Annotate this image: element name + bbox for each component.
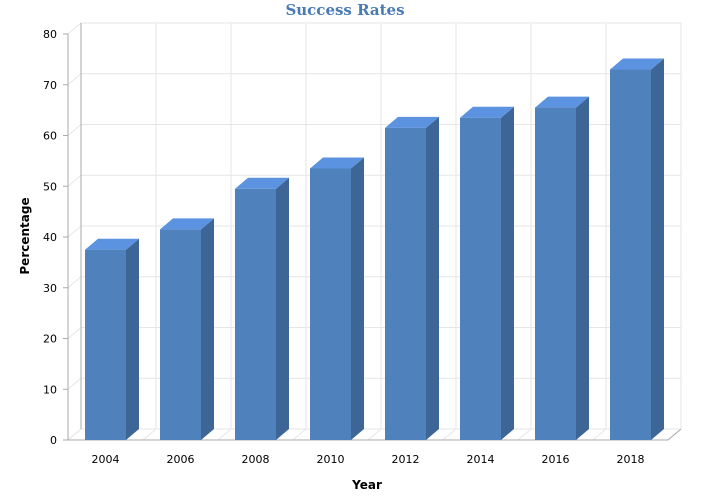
- x-axis-end-line: [667, 428, 682, 441]
- bar-side-face: [651, 58, 664, 441]
- x-tick-label: 2018: [617, 453, 645, 466]
- bar[interactable]: [535, 96, 589, 441]
- bar-front-face: [310, 168, 351, 441]
- bar-front-face: [460, 117, 501, 441]
- bar-top-face: [460, 106, 514, 118]
- x-floor-line: [142, 428, 157, 441]
- x-floor-line: [442, 428, 457, 441]
- bar-side-face: [576, 96, 589, 441]
- bar-side-face: [501, 106, 514, 441]
- bar[interactable]: [385, 116, 439, 440]
- y-gridline-side: [67, 276, 82, 289]
- bar-top-face: [310, 157, 364, 169]
- bar-side-face: [351, 157, 364, 441]
- bar-front-face: [535, 107, 576, 441]
- y-tick-label: 30: [43, 282, 57, 295]
- y-gridline-side: [67, 22, 82, 35]
- x-tick-label: 2010: [317, 453, 345, 466]
- y-tick-label: 0: [50, 434, 57, 447]
- bar[interactable]: [310, 157, 364, 441]
- bar-front-face: [235, 188, 276, 440]
- bar-top-face: [385, 116, 439, 128]
- bar-front-face: [385, 127, 426, 440]
- y-tick-label: 10: [43, 383, 57, 396]
- bar-side-face: [276, 177, 289, 440]
- y-tick-label: 40: [43, 231, 57, 244]
- bar-top-face: [235, 177, 289, 189]
- bar[interactable]: [460, 106, 514, 441]
- x-tick-label: 2008: [242, 453, 270, 466]
- x-floor-line: [292, 428, 307, 441]
- y-tick-label: 60: [43, 130, 57, 143]
- x-floor-line: [367, 428, 382, 441]
- bar[interactable]: [160, 218, 214, 440]
- x-tick-label: 2014: [467, 453, 495, 466]
- x-floor-line: [517, 428, 532, 441]
- x-floor-line: [67, 428, 82, 441]
- x-floor-line: [217, 428, 232, 441]
- x-tick-label: 2012: [392, 453, 420, 466]
- bar-top-face: [610, 58, 664, 70]
- x-tick-label: 2006: [167, 453, 195, 466]
- y-tick-label: 80: [43, 28, 57, 41]
- y-gridline-side: [67, 225, 82, 238]
- y-tick-label: 20: [43, 333, 57, 346]
- bar[interactable]: [85, 238, 139, 440]
- y-gridline-side: [67, 174, 82, 187]
- bar-side-face: [201, 218, 214, 440]
- y-axis-title: Percentage: [18, 197, 32, 274]
- bar-top-face: [535, 96, 589, 108]
- bar-front-face: [160, 229, 201, 440]
- bar-layer: [85, 58, 664, 441]
- bar-side-face: [126, 238, 139, 440]
- y-gridline-side: [67, 124, 82, 136]
- y-gridline-side: [67, 377, 82, 390]
- x-tick-label: 2004: [92, 453, 120, 466]
- x-tick-label: 2016: [542, 453, 570, 466]
- bar-top-face: [160, 218, 214, 230]
- y-gridline-side: [67, 327, 82, 339]
- chart-title: Success Rates: [285, 1, 404, 19]
- bar-side-face: [426, 116, 439, 440]
- y-tick-label: 50: [43, 180, 57, 193]
- x-floor-line: [592, 428, 607, 441]
- bar-front-face: [85, 249, 126, 440]
- bar-top-face: [85, 238, 139, 250]
- y-gridline-side: [67, 73, 82, 86]
- grid-layer: [67, 22, 682, 441]
- y-tick-label: 70: [43, 79, 57, 92]
- x-axis-title: Year: [351, 478, 382, 492]
- bar-front-face: [610, 69, 651, 441]
- bar[interactable]: [610, 58, 664, 441]
- bar[interactable]: [235, 177, 289, 440]
- label-layer: 0 10 20 30 40 50 60 70 80 2004 2006 2008 2010 2012 201…: [43, 28, 645, 466]
